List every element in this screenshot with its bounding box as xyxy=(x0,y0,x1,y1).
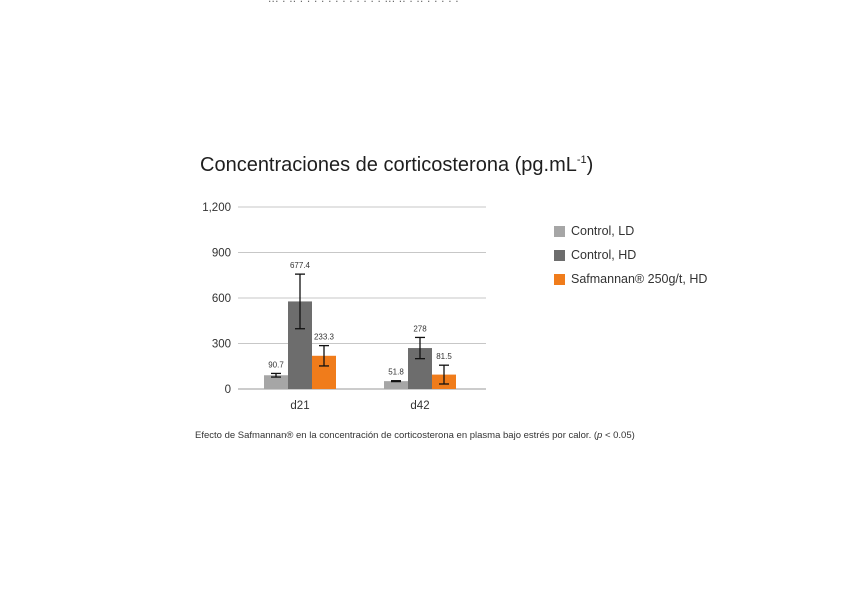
caption-tail: < 0.05) xyxy=(602,430,635,441)
caption-main: Efecto de Safmannan® en la concentración… xyxy=(195,430,598,441)
caption-p: p xyxy=(597,430,603,441)
y-tick-label: 900 xyxy=(212,248,231,260)
chart-title-text: Concentraciones de corticosterona (pg.mL xyxy=(200,154,577,176)
legend-label-control-hd: Control, HD xyxy=(571,248,637,262)
y-tick-label: 0 xyxy=(225,384,231,396)
data-label: 677.4 xyxy=(290,261,311,270)
data-label: 278 xyxy=(413,324,427,333)
legend-swatch-control-hd xyxy=(554,249,565,261)
bar xyxy=(384,381,408,389)
data-label: 81.5 xyxy=(436,352,452,361)
x-tick-label: d42 xyxy=(410,400,429,412)
data-label: 51.8 xyxy=(388,368,404,377)
legend-label-safmannan: Safmannan® 250g/t, HD xyxy=(571,272,708,286)
legend-swatch-control-ld xyxy=(554,225,565,237)
y-tick-label: 300 xyxy=(212,339,231,351)
chart-title-close: ) xyxy=(586,154,594,176)
chart-title: Concentraciones de corticosterona (pg.mL… xyxy=(200,154,593,177)
figure-caption: Efecto de Safmannan® en la concentración… xyxy=(195,430,635,441)
bar xyxy=(264,375,288,389)
legend-swatch-safmannan xyxy=(554,273,565,285)
legend-label-control-ld: Control, LD xyxy=(571,224,635,238)
y-tick-label: 600 xyxy=(212,293,231,305)
legend-item-control-hd: Control, HD xyxy=(554,243,707,267)
cut-off-text: ... . .. . . . . . . . . . . . . ... .. … xyxy=(268,0,638,5)
chart-legend: Control, LD Control, HD Safmannan® 250g/… xyxy=(554,219,707,291)
x-tick-label: d21 xyxy=(290,400,309,412)
legend-item-control-ld: Control, LD xyxy=(554,219,707,243)
chart-title-superscript: -1 xyxy=(576,154,587,166)
data-label: 233.3 xyxy=(314,333,335,342)
legend-item-safmannan: Safmannan® 250g/t, HD xyxy=(554,267,707,291)
y-tick-label: 1,200 xyxy=(202,202,231,214)
data-label: 90.7 xyxy=(268,360,284,369)
